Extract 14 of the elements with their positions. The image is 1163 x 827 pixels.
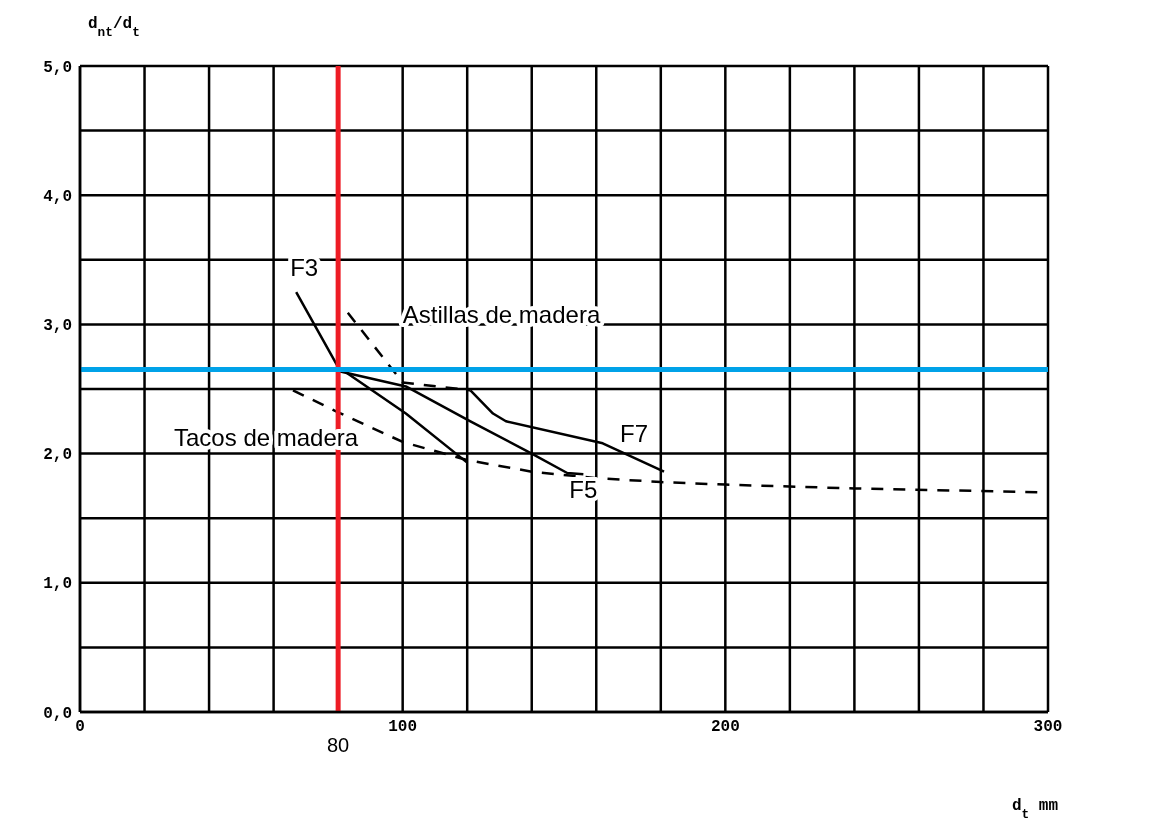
x-tick-label: 200 — [710, 718, 740, 737]
x-tick-label: 100 — [388, 718, 418, 737]
y-tick-label: 3,0 — [43, 317, 72, 336]
x-tick-label: 300 — [1033, 718, 1063, 737]
y-tick-label: 2,0 — [43, 446, 72, 465]
y-tick-label: 4,0 — [43, 187, 72, 206]
y-tick-label: 0,0 — [43, 704, 72, 723]
y-axis-title: d$_{nt}$/d$_{t}$ — [88, 15, 140, 40]
ref-line-label: 80 — [327, 734, 350, 756]
x-axis-title: d$_{t}$ mm — [1011, 797, 1059, 822]
y-tick-label: 5,0 — [43, 58, 72, 77]
y-tick-label: 1,0 — [43, 575, 72, 594]
series-label: F7 — [620, 419, 649, 447]
x-tick-label: 0 — [75, 718, 85, 737]
